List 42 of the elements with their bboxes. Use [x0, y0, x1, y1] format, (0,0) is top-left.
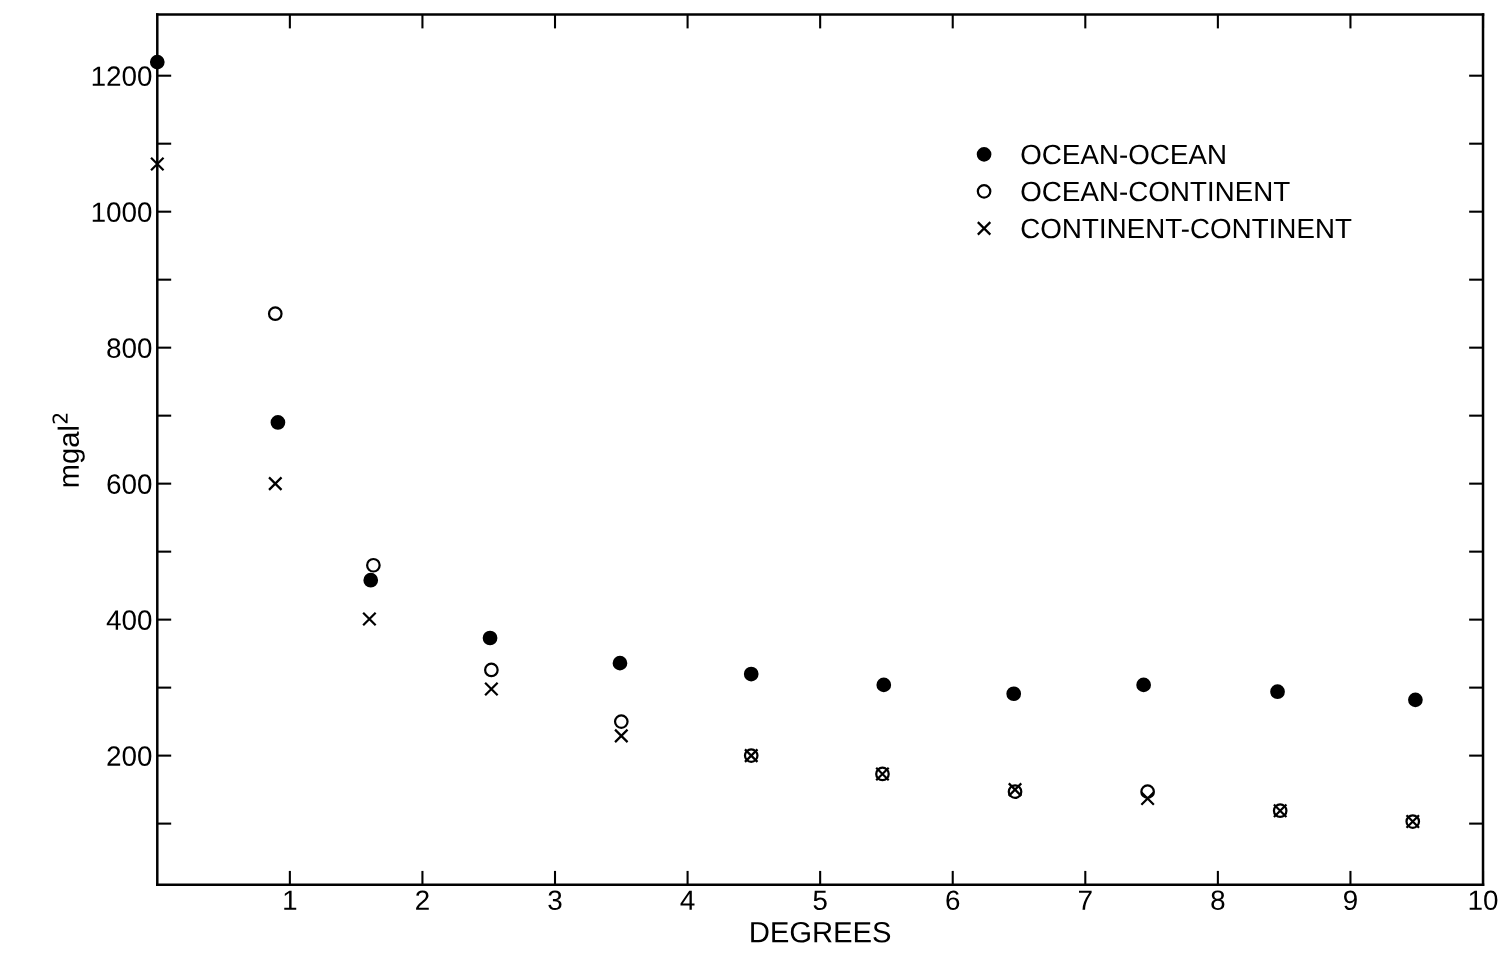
point — [1136, 677, 1151, 693]
x-tick-label: 2 — [416, 890, 429, 910]
y-tick-label: 200 — [107, 746, 152, 766]
y-tick-label: 600 — [107, 474, 152, 494]
point — [1006, 686, 1022, 702]
point — [366, 557, 381, 573]
point — [267, 306, 283, 322]
point — [363, 572, 379, 588]
point — [1270, 684, 1285, 700]
point — [149, 156, 165, 172]
x-tick-label: 4 — [680, 890, 695, 910]
point — [1140, 784, 1155, 800]
point — [482, 630, 498, 646]
y-tick-label: 1000 — [92, 202, 152, 223]
x-tick-label: 8 — [1211, 890, 1225, 911]
point — [270, 415, 286, 430]
x-tick-label: 5 — [813, 890, 827, 911]
y-axis-title: mgal$^{2}$ — [52, 413, 85, 487]
y-tick-label: 800 — [107, 338, 152, 359]
point — [1408, 692, 1423, 708]
x-tick-label: 9 — [1344, 890, 1357, 911]
legend-label: OCEAN-CONTINENT — [1021, 181, 1290, 202]
point — [876, 677, 892, 693]
y-tick-label: 1200 — [92, 66, 152, 87]
point — [743, 666, 759, 682]
x-tick-label: 3 — [548, 890, 562, 911]
point — [484, 681, 499, 697]
x-tick-label: 1 — [284, 890, 297, 910]
point — [613, 714, 629, 729]
x-tick-label: 6 — [946, 890, 960, 911]
legend-label: CONTINENT-CONTINENT — [1021, 218, 1352, 239]
point — [484, 662, 499, 678]
legend-label: OCEAN-OCEAN — [1021, 144, 1225, 165]
point — [267, 476, 283, 492]
point — [362, 611, 377, 627]
y-tick-label: 400 — [106, 610, 152, 630]
x-axis-title: DEGREES — [751, 921, 891, 943]
point — [1140, 791, 1155, 806]
point — [613, 728, 629, 744]
x-tick-label: 10 — [1469, 890, 1498, 911]
point — [612, 655, 628, 671]
x-tick-label: 7 — [1079, 890, 1092, 910]
